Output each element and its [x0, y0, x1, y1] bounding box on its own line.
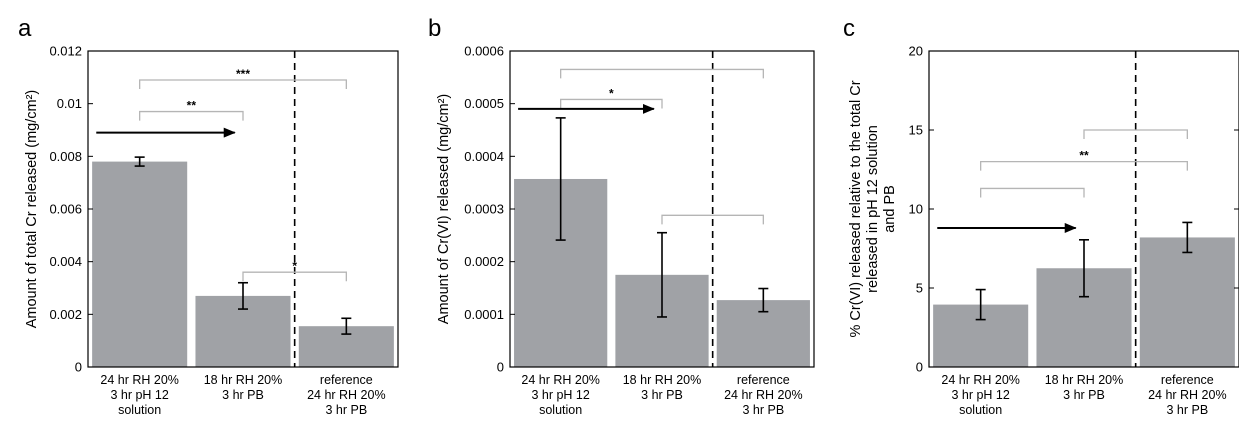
significance-bracket-a-2 — [242, 271, 347, 282]
y-tick-label: 0.0001 — [464, 307, 504, 322]
panel-letter: a — [18, 15, 32, 42]
y-tick-label: 0.0003 — [464, 202, 504, 217]
significance-bracket-c-0 — [1083, 129, 1188, 139]
significance-label: *** — [236, 67, 250, 81]
significance-bracket-a-0 — [139, 79, 347, 89]
y-tick-label: 5 — [916, 281, 923, 296]
significance-label: * — [609, 86, 614, 100]
y-tick-label: 0.0006 — [464, 44, 504, 59]
x-category-label: reference 24 hr RH 20% 3 hr PB — [724, 373, 803, 417]
significance-bracket-b-0 — [560, 68, 764, 79]
y-tick-label: 0 — [497, 360, 504, 375]
x-category-label: 24 hr RH 20% 3 hr pH 12 solution — [941, 373, 1020, 417]
y-tick-label: 0.0002 — [464, 254, 504, 269]
error-bar-b-2 — [758, 287, 769, 313]
significance-bracket-c-1 — [980, 160, 1188, 171]
y-axis-label: % Cr(VI) released relative to the total … — [848, 80, 898, 337]
panel-letter: c — [843, 15, 855, 42]
x-category-label: 18 hr RH 20% 3 hr PB — [623, 373, 702, 402]
significance-label: ** — [187, 99, 197, 113]
x-category-label: 18 hr RH 20% 3 hr PB — [1045, 373, 1124, 402]
x-category-label: 18 hr RH 20% 3 hr PB — [204, 373, 283, 402]
significance-bracket-b-1 — [560, 98, 663, 109]
y-tick-label: 0.004 — [49, 254, 82, 269]
y-tick-label: 0.012 — [49, 44, 82, 59]
error-bar-a-0 — [134, 156, 145, 167]
significance-bracket-a-1 — [139, 110, 244, 121]
error-bar-c-2 — [1182, 221, 1193, 254]
x-category-label: reference 24 hr RH 20% 3 hr PB — [1148, 373, 1227, 417]
y-tick-label: 10 — [909, 202, 923, 217]
bar-a-0 — [92, 161, 188, 367]
bar-c-2 — [1139, 237, 1235, 367]
x-category-label: 24 hr RH 20% 3 hr pH 12 solution — [100, 373, 179, 417]
error-bar-b-0 — [555, 117, 566, 241]
error-bar-a-2 — [341, 317, 352, 335]
y-tick-label: 0.01 — [57, 96, 82, 111]
y-tick-label: 20 — [909, 44, 923, 59]
y-tick-label: 0.002 — [49, 307, 82, 322]
error-bar-b-1 — [657, 231, 667, 318]
y-tick-label: 0.0005 — [464, 96, 504, 111]
panel-a: a00.0020.0040.0060.0080.010.012******24 … — [18, 15, 399, 417]
y-axis-label: Amount of Cr(VI) released (mg/cm²) — [436, 94, 452, 324]
y-tick-label: 0.006 — [49, 202, 82, 217]
panel-c: c 0 5 10 15 20 ** 24 hr RH 20% 3 hr pH 12 solutio… — [843, 15, 1239, 417]
panel-b: b 0 0.0001 0.0002 0.0003 0.0004 0.0005 0.0006 * 2… — [428, 15, 815, 417]
error-bar-a-1 — [238, 281, 248, 310]
y-tick-label: 0.0004 — [464, 149, 504, 164]
x-category-label: reference 24 hr RH 20% 3 hr PB — [307, 373, 386, 417]
error-bar-c-1 — [1079, 239, 1089, 298]
significance-label: ** — [1079, 149, 1089, 163]
significance-bracket-b-2 — [661, 214, 764, 225]
x-category-label: 24 hr RH 20% 3 hr pH 12 solution — [521, 373, 600, 417]
significance-label: * — [292, 259, 297, 273]
panel-letter: b — [428, 15, 441, 42]
y-tick-label: 0 — [916, 360, 923, 375]
y-tick-label: 15 — [909, 123, 923, 138]
significance-bracket-c-2 — [980, 187, 1085, 198]
y-axis-label: Amount of total Cr released (mg/cm²) — [24, 90, 40, 329]
y-tick-label: 0 — [75, 360, 82, 375]
y-tick-label: 0.008 — [49, 149, 82, 164]
error-bar-c-0 — [975, 288, 986, 321]
